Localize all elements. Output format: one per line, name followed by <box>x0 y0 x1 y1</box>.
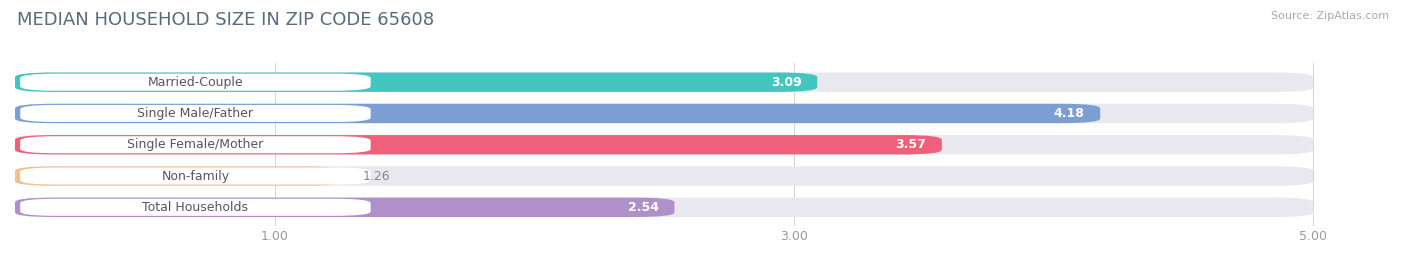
FancyBboxPatch shape <box>15 104 1313 123</box>
Text: MEDIAN HOUSEHOLD SIZE IN ZIP CODE 65608: MEDIAN HOUSEHOLD SIZE IN ZIP CODE 65608 <box>17 11 434 29</box>
FancyBboxPatch shape <box>20 105 371 122</box>
FancyBboxPatch shape <box>20 199 371 216</box>
Text: Total Households: Total Households <box>142 201 249 214</box>
Text: 1.26: 1.26 <box>363 169 391 183</box>
Text: Source: ZipAtlas.com: Source: ZipAtlas.com <box>1271 11 1389 21</box>
FancyBboxPatch shape <box>15 72 817 92</box>
Text: Single Female/Mother: Single Female/Mother <box>128 138 263 151</box>
Text: 3.57: 3.57 <box>896 138 927 151</box>
FancyBboxPatch shape <box>15 198 675 217</box>
FancyBboxPatch shape <box>15 135 942 154</box>
Text: 3.09: 3.09 <box>770 76 801 89</box>
FancyBboxPatch shape <box>20 74 371 91</box>
FancyBboxPatch shape <box>15 135 1313 154</box>
FancyBboxPatch shape <box>15 104 1101 123</box>
Text: 2.54: 2.54 <box>628 201 659 214</box>
FancyBboxPatch shape <box>15 166 342 186</box>
Text: Married-Couple: Married-Couple <box>148 76 243 89</box>
Text: 4.18: 4.18 <box>1053 107 1084 120</box>
FancyBboxPatch shape <box>20 136 371 153</box>
Text: Single Male/Father: Single Male/Father <box>138 107 253 120</box>
FancyBboxPatch shape <box>15 166 1313 186</box>
Text: Non-family: Non-family <box>162 169 229 183</box>
FancyBboxPatch shape <box>15 72 1313 92</box>
FancyBboxPatch shape <box>15 198 1313 217</box>
FancyBboxPatch shape <box>20 168 371 185</box>
